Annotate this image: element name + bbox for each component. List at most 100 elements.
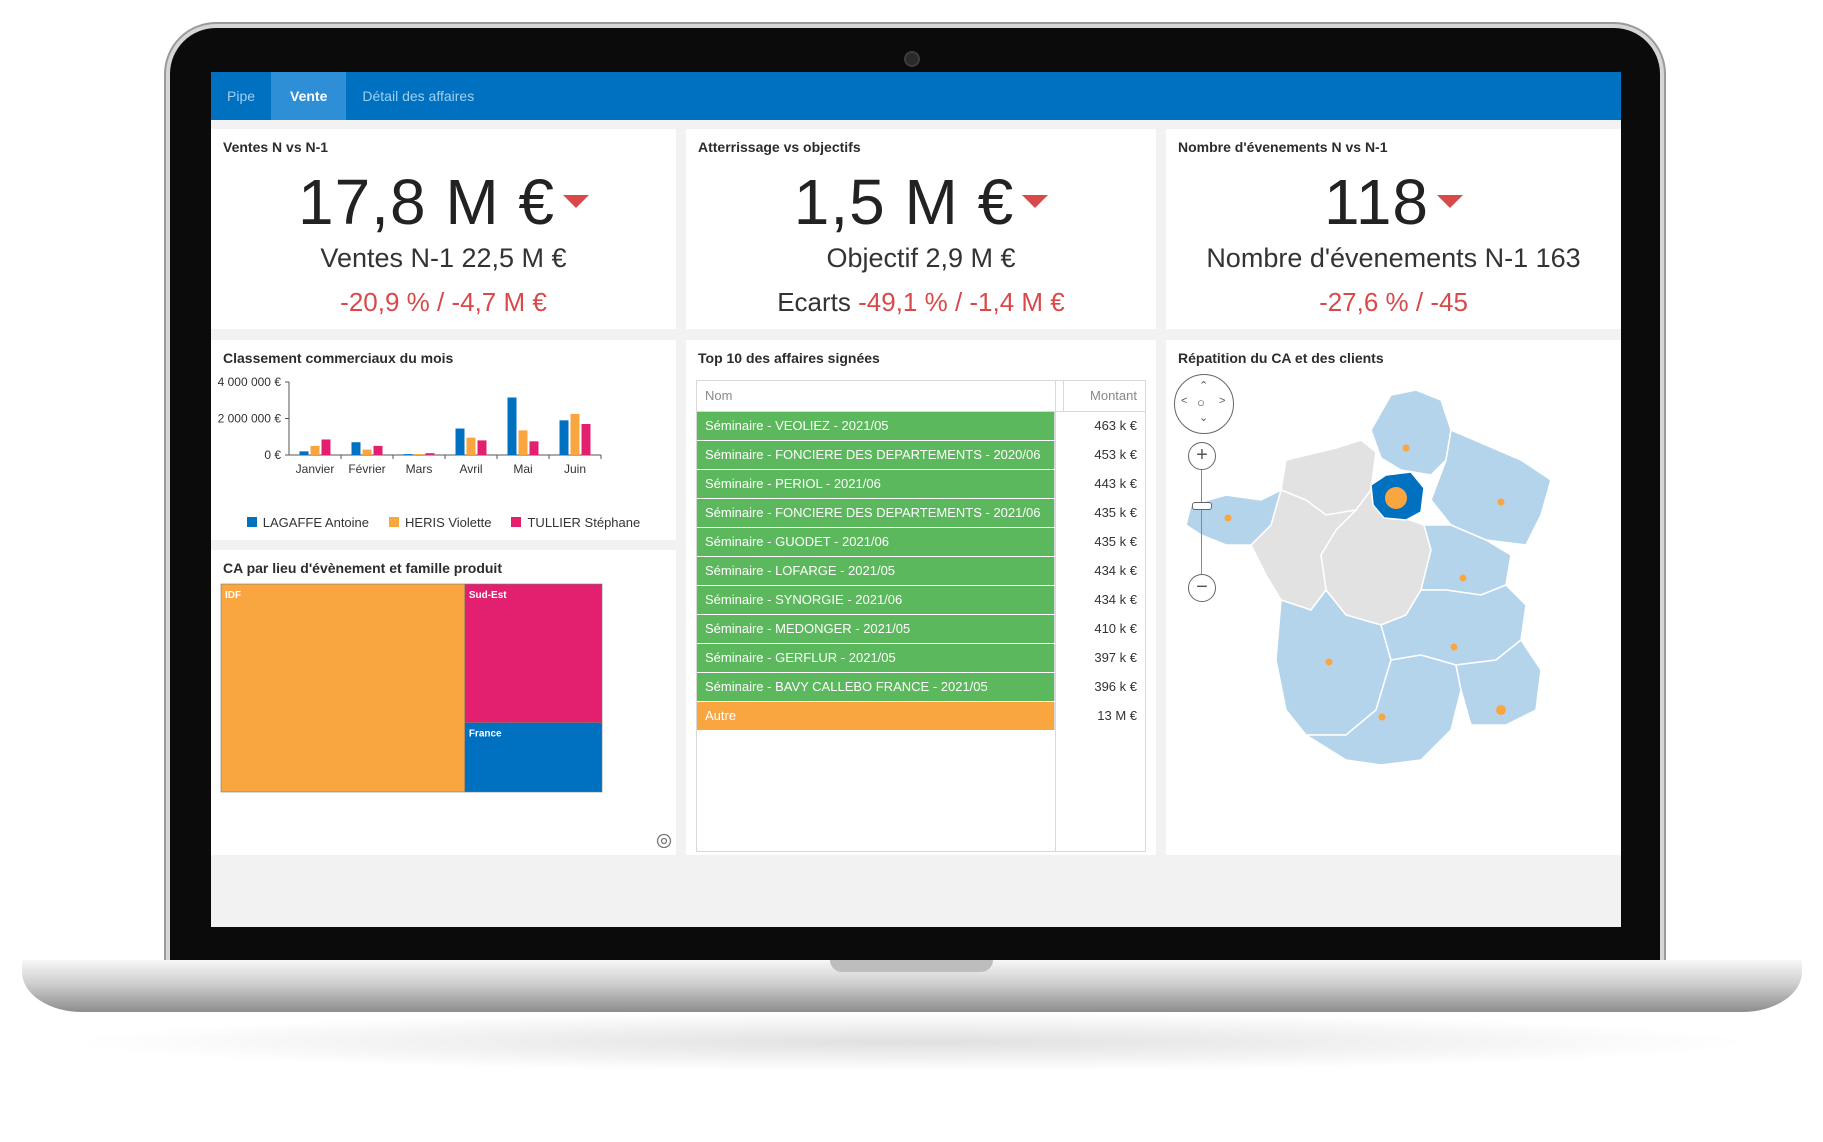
table-body: Séminaire - VEOLIEZ - 2021/05 463 k € Sémi… <box>697 412 1145 731</box>
map-title: Répatition du CA et des clients <box>1178 350 1384 366</box>
trend-down-icon <box>1437 194 1464 208</box>
cell-nom: Séminaire - VEOLIEZ - 2021/05 <box>697 412 1055 440</box>
bar[interactable] <box>477 440 487 455</box>
chart-title: Classement commerciaux du mois <box>223 350 454 366</box>
bar[interactable] <box>310 445 320 455</box>
ranking-chart-panel: Classement commerciaux du mois 4 000 000… <box>211 340 676 540</box>
bar[interactable] <box>362 449 372 455</box>
kpi-variation: Ecarts -49,1 % / -1,4 M € <box>777 287 1065 317</box>
bar[interactable] <box>373 445 383 455</box>
bar[interactable] <box>425 453 435 455</box>
bar[interactable] <box>351 442 361 455</box>
y-tick-label: 4 000 000 € <box>218 375 282 389</box>
zoom-reset-icon[interactable] <box>656 833 672 849</box>
kpi-value: 118 <box>1166 165 1621 239</box>
bar[interactable] <box>507 397 517 455</box>
x-tick-label: Mai <box>513 462 532 476</box>
region-dot <box>1402 444 1410 452</box>
cell-montant: 443 k € <box>1094 476 1137 491</box>
legend-label: LAGAFFE Antoine <box>262 515 370 530</box>
bar[interactable] <box>581 423 591 455</box>
table-row[interactable]: Séminaire - LOFARGE - 2021/05 434 k € <box>697 557 1145 586</box>
bar[interactable] <box>570 413 580 455</box>
legend-label: TULLIER Stéphane <box>527 515 641 530</box>
tab-detail-affaires[interactable]: Détail des affaires <box>362 88 475 104</box>
zoom-in-button[interactable]: + <box>1188 442 1216 470</box>
map-pan-control[interactable]: ⌃ < > ○ ⌄ <box>1174 374 1234 434</box>
kpi-previous: Nombre d'évenements N-1 163 <box>1206 243 1581 273</box>
trend-down-icon <box>1022 194 1049 208</box>
treemap-cell[interactable] <box>464 722 603 793</box>
table-row[interactable]: Séminaire - GERFLUR - 2021/05 397 k € <box>697 644 1145 673</box>
kpi-title: Nombre d'évenements N vs N-1 <box>1178 139 1388 155</box>
bar[interactable] <box>559 420 569 455</box>
zoom-slider-track[interactable] <box>1201 470 1202 574</box>
kpi-objective: Objectif 2,9 M € <box>826 243 1016 273</box>
table-header: Nom Montant <box>697 381 1145 412</box>
pan-center-icon[interactable]: ○ <box>1197 395 1205 410</box>
cell-montant: 13 M € <box>1097 708 1137 723</box>
cell-montant: 453 k € <box>1094 447 1137 462</box>
x-tick-label: Avril <box>459 462 482 476</box>
france-region-map[interactable] <box>1166 340 1621 855</box>
bar[interactable] <box>321 439 331 455</box>
region-dot <box>1325 658 1333 666</box>
table-row[interactable]: Séminaire - FONCIERE DES DEPARTEMENTS - … <box>697 499 1145 528</box>
treemap-label: IDF <box>225 590 241 601</box>
column-header-montant[interactable]: Montant <box>1090 388 1137 403</box>
y-tick-label: 0 € <box>264 448 281 462</box>
zoom-out-button[interactable]: − <box>1188 574 1216 602</box>
top10-panel: Top 10 des affaires signées Nom Montant … <box>686 340 1156 855</box>
cell-montant: 463 k € <box>1094 418 1137 433</box>
cell-nom: Séminaire - LOFARGE - 2021/05 <box>697 557 1055 585</box>
cell-montant: 434 k € <box>1094 563 1137 578</box>
column-header-nom[interactable]: Nom <box>697 381 1064 411</box>
bar[interactable] <box>299 451 309 455</box>
chart-legend: LAGAFFE Antoine HERIS Violette TULLIER Sté… <box>211 515 676 530</box>
table-row[interactable]: Autre 13 M € <box>697 702 1145 731</box>
x-tick-label: Mars <box>406 462 433 476</box>
legend-swatch <box>246 516 257 527</box>
table-row[interactable]: Séminaire - SYNORGIE - 2021/06 434 k € <box>697 586 1145 615</box>
bar[interactable] <box>466 437 476 455</box>
pan-left-icon[interactable]: < <box>1181 395 1188 407</box>
legend-item[interactable]: HERIS Violette <box>389 515 491 530</box>
tab-pipe[interactable]: Pipe <box>227 88 256 104</box>
trend-down-icon <box>563 194 590 208</box>
zoom-slider-handle[interactable] <box>1192 502 1212 510</box>
region-dot <box>1224 514 1232 522</box>
kpi-title: Atterrissage vs objectifs <box>698 139 861 155</box>
bar[interactable] <box>518 430 528 455</box>
cell-nom: Séminaire - FONCIERE DES DEPARTEMENTS - … <box>697 441 1055 469</box>
cell-nom: Autre <box>697 702 1055 730</box>
tab-vente[interactable]: Vente <box>271 72 347 120</box>
pan-up-icon[interactable]: ⌃ <box>1199 380 1209 392</box>
region-dot <box>1378 713 1386 721</box>
kpi-variation: -20,9 % / -4,7 M € <box>340 287 547 317</box>
chart-title: CA par lieu d'évènement et famille produ… <box>223 560 502 576</box>
table-row[interactable]: Séminaire - MEDONGER - 2021/05 410 k € <box>697 615 1145 644</box>
region-dot <box>1450 643 1458 651</box>
pan-down-icon[interactable]: ⌄ <box>1199 412 1209 424</box>
treemap-cell[interactable] <box>464 583 603 723</box>
table-row[interactable]: Séminaire - VEOLIEZ - 2021/05 463 k € <box>697 412 1145 441</box>
kpi-panel-evenements: Nombre d'évenements N vs N-1 118 Nombre … <box>1166 129 1621 329</box>
table-row[interactable]: Séminaire - BAVY CALLEBO FRANCE - 2021/0… <box>697 673 1145 702</box>
table-row[interactable]: Séminaire - PERIOL - 2021/06 443 k € <box>697 470 1145 499</box>
kpi-variation-label: Ecarts <box>777 287 851 317</box>
legend-item[interactable]: TULLIER Stéphane <box>511 515 640 530</box>
bar[interactable] <box>455 428 465 455</box>
treemap-cell[interactable] <box>220 583 466 793</box>
top10-table: Nom Montant Séminaire - VEOLIEZ - 2021/0… <box>696 380 1146 852</box>
table-row[interactable]: Séminaire - GUODET - 2021/06 435 k € <box>697 528 1145 557</box>
treemap-chart: IDF Sud-Est France <box>220 583 603 793</box>
table-row[interactable]: Séminaire - FONCIERE DES DEPARTEMENTS - … <box>697 441 1145 470</box>
laptop-notch <box>830 960 993 972</box>
pan-right-icon[interactable]: > <box>1219 395 1226 407</box>
bar[interactable] <box>414 454 424 455</box>
bar[interactable] <box>529 441 539 455</box>
cell-nom: Séminaire - PERIOL - 2021/06 <box>697 470 1055 498</box>
bar[interactable] <box>403 454 413 455</box>
legend-item[interactable]: LAGAFFE Antoine <box>246 515 370 530</box>
kpi-title: Ventes N vs N-1 <box>223 139 329 155</box>
